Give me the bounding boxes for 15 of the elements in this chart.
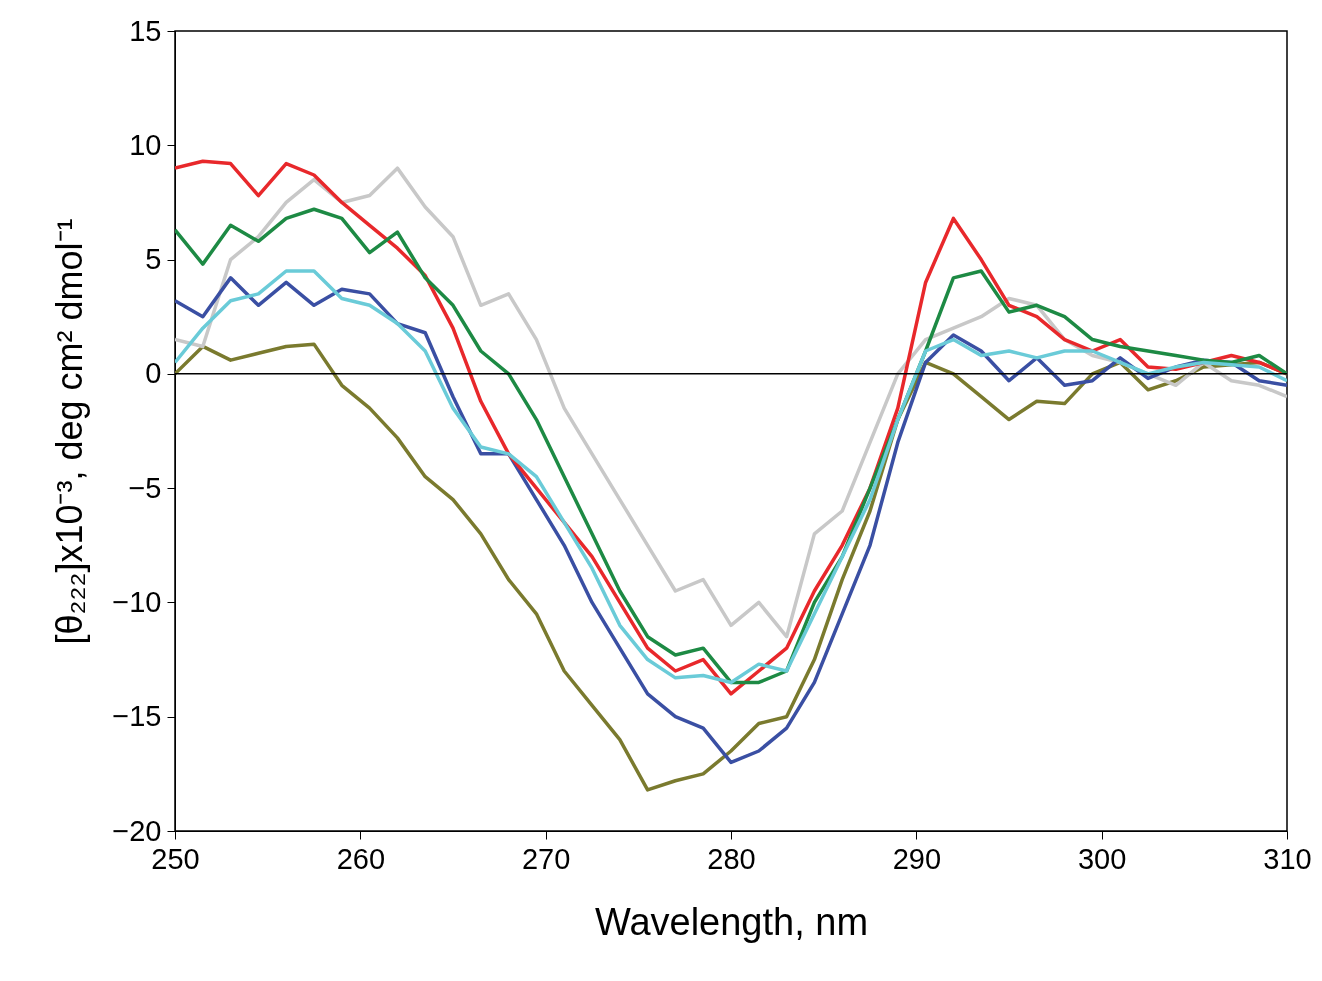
x-tick-label: 260: [336, 842, 386, 875]
y-axis-title: [θ₂₂₂]x10⁻³, deg cm² dmol⁻¹: [49, 218, 91, 645]
x-tick-label: 310: [1263, 842, 1312, 875]
y-tick-label: −10: [112, 585, 162, 618]
y-tick-label: 15: [129, 14, 162, 47]
y-tick-label: 10: [129, 128, 162, 161]
y-tick-label: −5: [128, 471, 162, 504]
x-axis-title: Wavelength, nm: [594, 900, 869, 943]
x-tick-label: 290: [892, 842, 942, 875]
x-tick-label: 300: [1077, 842, 1127, 875]
y-tick-label: −15: [112, 700, 162, 733]
x-tick-label: 280: [707, 842, 756, 875]
x-tick-label: 270: [521, 842, 571, 875]
y-tick-label: 0: [145, 357, 162, 390]
y-tick-label: 5: [145, 243, 162, 276]
